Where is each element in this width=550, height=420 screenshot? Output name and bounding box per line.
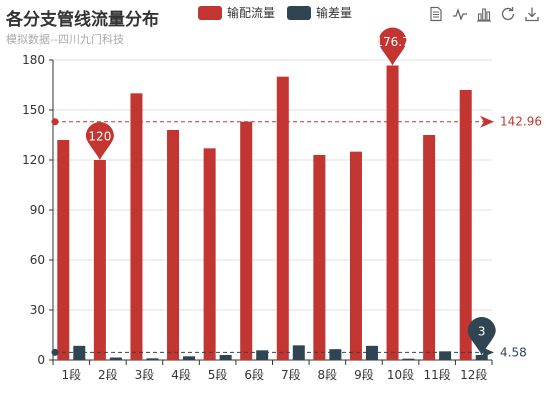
x-tick-label: 3段 <box>135 367 155 382</box>
legend-swatch-difference <box>287 5 312 20</box>
bar-difference <box>329 349 342 360</box>
bar-flow <box>130 93 143 360</box>
bar-flow <box>167 130 180 360</box>
bar-flow <box>423 135 436 360</box>
y-tick-label: 90 <box>30 203 45 217</box>
x-tick-label: 6段 <box>244 367 264 382</box>
bar-difference <box>219 355 232 360</box>
x-tick-label: 10段 <box>387 367 414 382</box>
markpoint-pin <box>85 122 114 160</box>
bar-flow <box>203 148 216 360</box>
bar-flow <box>93 160 106 360</box>
bar-difference <box>146 358 159 360</box>
bar-difference <box>402 358 415 360</box>
y-tick-label: 0 <box>37 353 45 367</box>
bar-flow <box>349 151 362 360</box>
legend-item-difference[interactable]: 输差量 <box>287 4 352 21</box>
y-tick-label: 60 <box>30 253 45 267</box>
legend-label-flow: 输配流量 <box>227 6 276 20</box>
x-tick-label: 11段 <box>423 367 450 382</box>
average-markline-label: 142.96 <box>500 115 542 129</box>
chart-title: 各分支管线流量分布 <box>6 10 159 30</box>
markline-arrow <box>480 115 494 128</box>
bar-difference <box>439 351 452 360</box>
chart-subtitle: 模拟数据--四川九门科技 <box>6 33 124 46</box>
x-tick-label: 12段 <box>460 367 487 382</box>
markpoint-label: 176.7 <box>375 35 409 49</box>
bar-difference <box>292 345 305 360</box>
y-tick-label: 180 <box>22 53 45 67</box>
legend-item-flow[interactable]: 输配流量 <box>198 4 275 21</box>
bar-difference <box>109 357 122 360</box>
legend: 输配流量 输差量 <box>198 4 352 21</box>
restore-icon[interactable] <box>500 6 516 22</box>
bar-difference <box>365 345 378 360</box>
data-view-icon[interactable] <box>428 6 444 22</box>
line-chart-icon[interactable] <box>452 6 468 22</box>
bar-flow <box>57 140 70 360</box>
bar-flow <box>313 155 326 360</box>
toolbox <box>428 6 540 22</box>
bar-difference <box>73 345 86 360</box>
save-image-icon[interactable] <box>524 6 540 22</box>
markpoint-pin <box>467 317 496 355</box>
bar-difference <box>256 350 269 360</box>
x-tick-label: 9段 <box>354 367 374 382</box>
markpoint-label: 120 <box>88 130 111 144</box>
x-tick-label: 8段 <box>318 367 338 382</box>
bar-difference <box>183 356 196 360</box>
x-tick-label: 1段 <box>61 367 81 382</box>
bar-chart-icon[interactable] <box>476 6 492 22</box>
y-tick-label: 30 <box>30 303 45 317</box>
bar-flow <box>276 76 289 361</box>
x-tick-label: 4段 <box>171 367 191 382</box>
average-markline-label: 4.58 <box>500 345 527 359</box>
markpoint-pin <box>378 27 407 66</box>
y-tick-label: 150 <box>22 103 45 117</box>
legend-swatch-flow <box>198 5 222 20</box>
x-tick-label: 7段 <box>281 367 301 382</box>
markpoint-label: 3 <box>478 325 486 339</box>
y-tick-label: 120 <box>22 153 45 167</box>
bar-flow <box>240 121 253 361</box>
bar-flow <box>386 65 399 360</box>
legend-label-difference: 输差量 <box>316 6 353 20</box>
bar-flow <box>459 90 472 360</box>
x-tick-label: 2段 <box>98 367 118 382</box>
x-tick-label: 5段 <box>208 367 228 382</box>
